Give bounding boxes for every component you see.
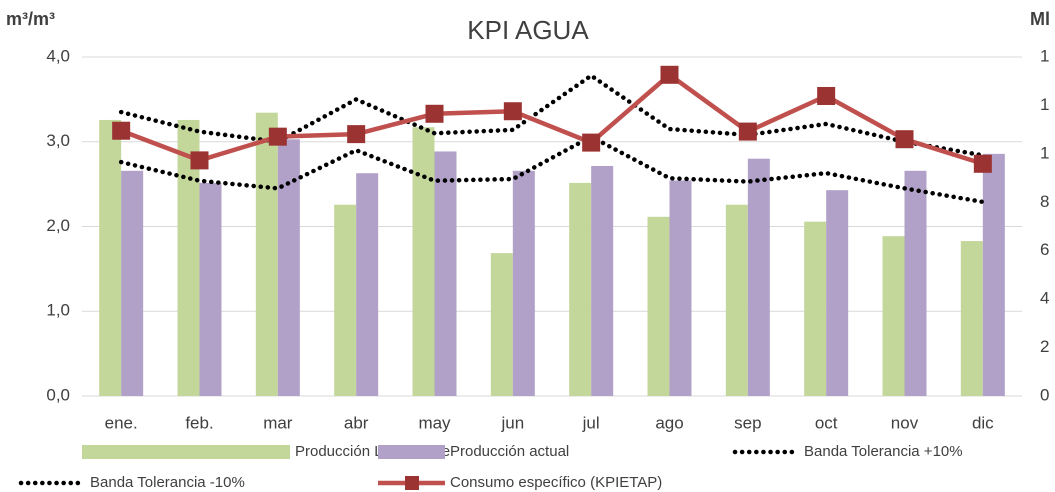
bar bbox=[747, 158, 770, 396]
y2-tick-label: 8 bbox=[1040, 192, 1049, 211]
legend-label: Consumo específico (KPIETAP) bbox=[450, 474, 662, 491]
legend-label: Producción actual bbox=[450, 443, 569, 460]
legend-label: Banda Tolerancia -10% bbox=[90, 474, 245, 491]
bar bbox=[882, 236, 905, 396]
y-tick-label: 2,0 bbox=[46, 216, 70, 235]
chart-title: KPI AGUA bbox=[467, 15, 589, 45]
bar bbox=[255, 112, 278, 396]
point-marker bbox=[738, 122, 757, 141]
bar bbox=[434, 151, 457, 396]
point-marker bbox=[268, 127, 287, 146]
y-axis-title: m³/m³ bbox=[6, 9, 55, 29]
x-tick-label: ene. bbox=[105, 413, 138, 432]
bar bbox=[725, 204, 748, 396]
bar bbox=[177, 119, 200, 396]
y2-tick-label: 2 bbox=[1040, 337, 1049, 356]
x-tick-label: jul bbox=[582, 413, 600, 432]
series-line bbox=[118, 72, 986, 158]
point-marker bbox=[425, 104, 444, 123]
bar bbox=[277, 139, 300, 397]
point-marker bbox=[582, 133, 601, 152]
bar bbox=[904, 170, 927, 396]
y-tick-label: 0,0 bbox=[46, 385, 70, 404]
y2-axis-title: Ml bbox=[1030, 9, 1050, 29]
x-tick-label: mar bbox=[263, 413, 293, 432]
y-tick-label: 4,0 bbox=[46, 46, 70, 65]
bar bbox=[334, 204, 357, 396]
y2-tick-label: 0 bbox=[1040, 385, 1049, 404]
bar bbox=[569, 182, 592, 396]
x-tick-label: jun bbox=[500, 413, 524, 432]
x-tick-label: nov bbox=[891, 413, 919, 432]
y-tick-label: 3,0 bbox=[46, 131, 70, 150]
bar bbox=[804, 221, 827, 396]
x-tick-label: oct bbox=[815, 413, 838, 432]
bar bbox=[356, 173, 379, 396]
bar bbox=[412, 127, 435, 396]
point-marker bbox=[190, 151, 209, 170]
x-tick-label: dic bbox=[972, 413, 994, 432]
y2-tick-label: 1 bbox=[1040, 95, 1049, 114]
legend-marker bbox=[405, 476, 419, 490]
y2-tick-label: 6 bbox=[1040, 240, 1049, 259]
y-tick-label: 1,0 bbox=[46, 301, 70, 320]
bar bbox=[591, 165, 614, 396]
x-tick-label: feb. bbox=[185, 413, 213, 432]
point-marker bbox=[973, 154, 992, 173]
point-marker bbox=[895, 130, 914, 149]
point-marker bbox=[503, 102, 522, 121]
x-tick-label: may bbox=[418, 413, 451, 432]
point-marker bbox=[347, 125, 366, 144]
bar bbox=[121, 170, 144, 396]
x-tick-label: abr bbox=[344, 413, 369, 432]
bar bbox=[647, 216, 670, 396]
point-marker bbox=[660, 65, 679, 84]
bar bbox=[199, 182, 222, 396]
x-tick-label: sep bbox=[734, 413, 761, 432]
series-line bbox=[118, 134, 986, 205]
legend-label: Banda Tolerancia +10% bbox=[804, 443, 963, 460]
x-tick-label: ago bbox=[655, 413, 683, 432]
bar bbox=[490, 253, 513, 396]
bar bbox=[982, 153, 1005, 396]
bar bbox=[99, 119, 122, 396]
legend-swatch bbox=[82, 445, 290, 459]
point-marker bbox=[112, 121, 131, 140]
bar bbox=[669, 180, 692, 396]
bar bbox=[826, 190, 849, 396]
y2-tick-label: 1 bbox=[1040, 143, 1049, 162]
bar bbox=[512, 170, 535, 396]
y2-tick-label: 4 bbox=[1040, 289, 1049, 308]
bar bbox=[960, 241, 983, 396]
series-line bbox=[120, 71, 984, 166]
point-marker bbox=[817, 86, 836, 105]
legend-swatch bbox=[378, 445, 445, 459]
y2-tick-label: 1 bbox=[1040, 46, 1049, 65]
